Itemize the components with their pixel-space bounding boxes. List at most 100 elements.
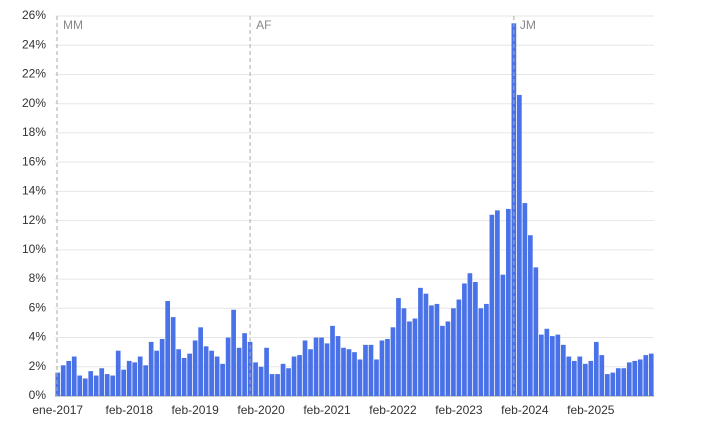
bar [187, 353, 192, 396]
bar [291, 356, 297, 396]
bar [423, 293, 429, 396]
bar [346, 349, 352, 396]
bar [335, 336, 341, 396]
bar [456, 299, 462, 396]
bar [544, 328, 550, 396]
bar [500, 274, 506, 396]
x-tick-label: ene-2017 [32, 403, 83, 417]
y-tick-label: 22% [22, 67, 46, 81]
bar [511, 23, 517, 397]
bar [632, 360, 638, 396]
bar [390, 327, 396, 396]
bar [154, 350, 160, 396]
bar [126, 360, 132, 396]
bar [253, 362, 258, 396]
annotation-label: MM [63, 18, 83, 32]
x-tick-label: feb-2019 [171, 403, 219, 417]
bar [330, 325, 335, 396]
bar [434, 303, 440, 396]
bar [412, 318, 418, 396]
bar [231, 309, 236, 396]
bar [236, 347, 242, 396]
bar [176, 349, 181, 396]
bar [137, 356, 143, 396]
bar [165, 301, 171, 396]
bar [286, 368, 291, 396]
bar [280, 363, 286, 396]
y-tick-label: 18% [22, 125, 46, 139]
bar [555, 334, 561, 396]
bar [506, 208, 511, 396]
y-tick-label: 6% [29, 300, 47, 314]
bar [560, 344, 566, 396]
x-tick-label: feb-2018 [106, 403, 154, 417]
bar [599, 355, 605, 396]
bar [621, 368, 627, 396]
bar [418, 287, 423, 396]
y-tick-label: 14% [22, 184, 46, 198]
bar [203, 346, 209, 396]
bar [324, 343, 330, 396]
annotation-label: JM [520, 18, 536, 32]
bar [93, 375, 99, 396]
bar [577, 356, 583, 396]
x-tick-label: feb-2022 [369, 403, 417, 417]
bar [440, 325, 445, 396]
bar [170, 317, 176, 396]
bar [242, 333, 247, 396]
bar [71, 356, 77, 396]
y-tick-label: 20% [22, 96, 46, 110]
y-tick-label: 0% [29, 388, 47, 402]
bar [132, 362, 138, 396]
bar [626, 362, 632, 396]
bar [604, 374, 610, 396]
bar [66, 360, 72, 396]
bar [214, 356, 220, 396]
bar [473, 282, 478, 396]
bar [60, 365, 66, 396]
bar [115, 350, 121, 396]
bar [181, 358, 187, 396]
bar [549, 336, 555, 396]
bar [77, 375, 83, 396]
bar [308, 349, 313, 396]
bar [297, 355, 302, 396]
annotation-label: AF [256, 18, 271, 32]
bar [538, 334, 544, 396]
bar [517, 94, 522, 396]
y-tick-label: 8% [29, 271, 47, 285]
bar [121, 369, 127, 396]
bar [495, 210, 500, 396]
bar [467, 273, 473, 396]
bar [637, 359, 643, 396]
bar [615, 368, 621, 396]
bar [385, 339, 390, 396]
bar [258, 366, 264, 396]
y-tick-label: 10% [22, 242, 46, 256]
bar [379, 340, 385, 396]
bar [352, 352, 357, 396]
y-tick-label: 24% [22, 37, 46, 51]
bar [319, 337, 324, 396]
bar [143, 365, 149, 396]
x-tick-label: feb-2024 [501, 403, 549, 417]
bar [401, 308, 407, 396]
bar [522, 203, 528, 396]
bar [148, 341, 154, 396]
bar [264, 347, 269, 396]
bar [104, 374, 110, 396]
bar [313, 337, 319, 396]
bar [192, 340, 198, 396]
bar [445, 321, 451, 396]
bar [571, 360, 577, 396]
bar [88, 371, 94, 396]
x-tick-label: feb-2023 [435, 403, 483, 417]
bar [489, 214, 495, 396]
y-tick-label: 2% [29, 359, 47, 373]
bar [528, 235, 533, 396]
x-tick-label: feb-2020 [237, 403, 285, 417]
bar [55, 372, 61, 396]
y-tick-label: 26% [22, 8, 46, 22]
bar [407, 321, 412, 396]
